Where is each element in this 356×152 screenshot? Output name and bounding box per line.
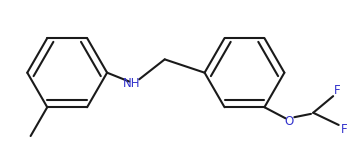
Text: F: F: [341, 123, 347, 136]
Text: F: F: [334, 84, 341, 97]
Text: NH: NH: [123, 77, 140, 90]
Text: O: O: [284, 115, 293, 128]
